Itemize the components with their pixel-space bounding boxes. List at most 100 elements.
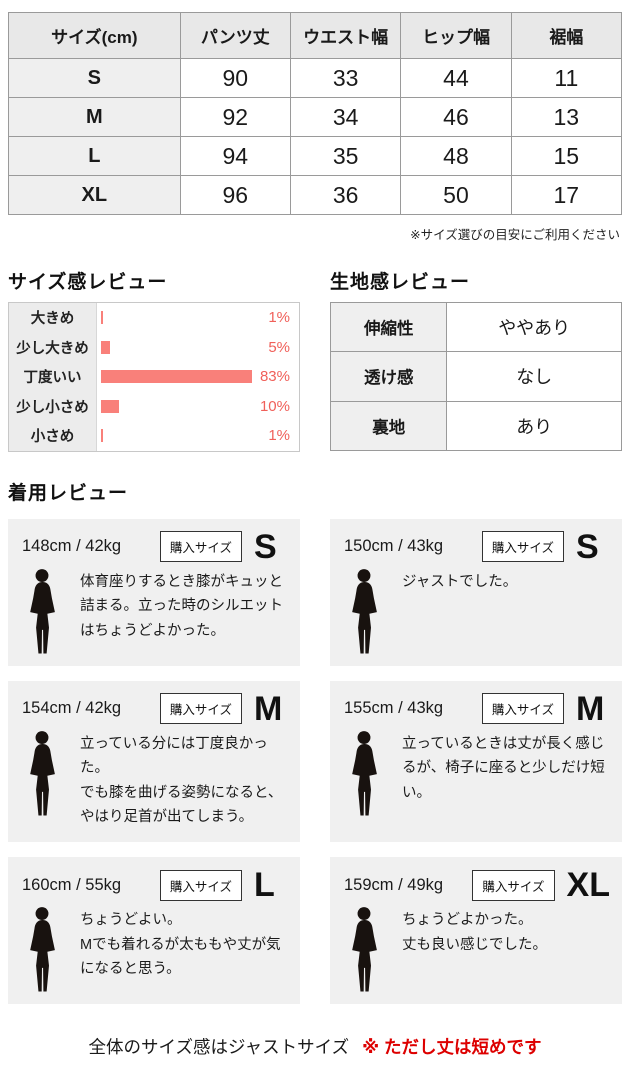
- purchase-size-badge: 購入サイズ: [472, 869, 555, 901]
- table-row: 裏地 あり: [329, 400, 622, 451]
- chart-value-label: 1%: [268, 309, 290, 327]
- chart-row: 大きめ 1%: [9, 303, 299, 333]
- table-row: M 92 34 46 13: [8, 97, 623, 137]
- chart-value-label: 5%: [268, 338, 290, 356]
- cell-value: 36: [289, 175, 402, 215]
- review-comment: 立っているときは丈が長く感じるが、椅子に座ると少しだけ短い。: [402, 735, 605, 801]
- chart-category-label: 少し大きめ: [9, 332, 97, 362]
- chart-track: 1%: [97, 421, 299, 451]
- table-row: L 94 35 48 15: [8, 136, 623, 176]
- fabric-feel-table: 伸縮性 ややあり 透け感 なし 裏地 あり: [329, 301, 622, 451]
- wear-review-grid: 148cm / 42kg 購入サイズ S 体育座りするとき膝がキュッと詰まる。立…: [8, 518, 622, 1005]
- table-row: 透け感 なし: [329, 351, 622, 402]
- cell-value: 94: [179, 136, 291, 176]
- purchase-size-badge: 購入サイズ: [159, 531, 242, 562]
- reviewer-profile: 150cm / 43kg: [344, 537, 444, 555]
- size-feel-column: サイズ感レビュー 大きめ 1% 少し大きめ 5%: [8, 263, 300, 452]
- reviewer-profile: 148cm / 42kg: [22, 537, 122, 555]
- cell-value: 17: [510, 175, 623, 215]
- purchased-size: XL: [566, 866, 610, 905]
- review-card: 148cm / 42kg 購入サイズ S 体育座りするとき膝がキュッと詰まる。立…: [8, 518, 300, 666]
- reviewer-profile: 155cm / 43kg: [344, 699, 444, 717]
- chart-bar: [101, 370, 253, 384]
- chart-track: 83%: [97, 362, 299, 392]
- cell-value: 13: [510, 97, 623, 137]
- chart-category-label: 小さめ: [9, 421, 97, 451]
- fabric-row-value: あり: [446, 400, 622, 451]
- table-row: XL 96 36 50 17: [8, 175, 623, 215]
- cell-value: 44: [400, 58, 512, 98]
- fabric-feel-column: 生地感レビュー 伸縮性 ややあり 透け感 なし 裏地 あり: [329, 263, 622, 451]
- reviewer-profile: 154cm / 42kg: [22, 699, 122, 717]
- fabric-row-value: ややあり: [446, 301, 622, 353]
- chart-value-label: 10%: [259, 397, 290, 415]
- cell-value: 34: [289, 97, 402, 137]
- fit-warning-text: ※ ただし丈は短めです: [362, 1037, 542, 1058]
- chart-bar: [101, 311, 103, 325]
- col-header-hip: ヒップ幅: [400, 12, 512, 59]
- overall-fit-summary: 全体のサイズ感はジャストサイズ ※ ただし丈は短めです: [8, 1034, 622, 1059]
- review-card-body: 体育座りするとき膝がキュッと詰まる。立った時のシルエットはちょうどよかった。: [22, 568, 288, 654]
- cell-value: 15: [510, 136, 623, 176]
- size-label-m: M: [8, 97, 181, 137]
- chart-track: 5%: [97, 333, 299, 363]
- size-spec-table: サイズ(cm) パンツ丈 ウエスト幅 ヒップ幅 裾幅 S 90 33 44 11…: [8, 12, 623, 215]
- purchased-size: S: [254, 527, 277, 566]
- chart-category-label: 丁度いい: [9, 362, 97, 392]
- col-header-pants-length: パンツ丈: [179, 12, 291, 59]
- review-card: 150cm / 43kg 購入サイズ S ジャストでした。: [330, 518, 622, 666]
- cell-value: 90: [179, 58, 291, 98]
- person-silhouette-icon: [24, 730, 60, 816]
- person-silhouette-icon: [346, 730, 382, 816]
- chart-row: 少し小さめ 10%: [9, 391, 299, 421]
- purchased-size: S: [576, 527, 599, 566]
- size-feel-bar-chart: 大きめ 1% 少し大きめ 5% 丁度いい: [8, 302, 300, 452]
- cell-value: 33: [289, 58, 402, 98]
- review-summary-section: サイズ感レビュー 大きめ 1% 少し大きめ 5%: [8, 263, 622, 452]
- chart-category-label: 少し小さめ: [9, 391, 97, 421]
- reviewer-profile: 159cm / 49kg: [344, 875, 444, 894]
- review-card-body: 立っている分には丁度良かった。 でも膝を曲げる姿勢になると、やはり足首が出てしま…: [22, 730, 288, 831]
- chart-bar: [101, 429, 103, 443]
- chart-row: 小さめ 1%: [9, 421, 299, 451]
- review-card-body: 立っているときは丈が長く感じるが、椅子に座ると少しだけ短い。: [344, 730, 610, 816]
- fabric-row-label: 裏地: [329, 400, 448, 451]
- review-card-body: ジャストでした。: [344, 568, 610, 654]
- fit-summary-text: 全体のサイズ感はジャストサイズ: [88, 1037, 350, 1058]
- fabric-row-label: 透け感: [329, 351, 448, 402]
- purchased-size: M: [576, 689, 605, 728]
- size-label-l: L: [8, 136, 181, 176]
- table-row: S 90 33 44 11: [8, 58, 623, 98]
- cell-value: 35: [289, 136, 402, 176]
- purchased-size: L: [254, 866, 275, 905]
- table-row: 伸縮性 ややあり: [329, 301, 622, 353]
- fabric-feel-title: 生地感レビュー: [330, 272, 471, 293]
- chart-track: 1%: [97, 303, 299, 333]
- review-card-header: 154cm / 42kg 購入サイズ M: [22, 692, 288, 726]
- cell-value: 11: [510, 58, 623, 98]
- review-comment: ジャストでした。: [402, 573, 518, 590]
- size-label-s: S: [8, 58, 181, 98]
- purchase-size-badge: 購入サイズ: [159, 869, 242, 901]
- review-card: 154cm / 42kg 購入サイズ M 立っている分には丁度良かった。 でも膝…: [8, 680, 300, 843]
- review-card: 159cm / 49kg 購入サイズ XL ちょうどよかった。 丈も良い感じでし…: [330, 857, 622, 1005]
- col-header-size: サイズ(cm): [8, 12, 181, 59]
- person-silhouette-icon: [346, 568, 382, 654]
- chart-bar: [101, 399, 120, 413]
- person-silhouette-icon: [346, 906, 382, 992]
- review-card-header: 155cm / 43kg 購入サイズ M: [344, 692, 610, 726]
- fabric-row-value: なし: [446, 351, 622, 402]
- review-card-body: ちょうどよかった。 丈も良い感じでした。: [344, 906, 610, 992]
- review-card-body: ちょうどよい。 Mでも着れるが太ももや丈が気になると思う。: [22, 906, 288, 992]
- col-header-hem: 裾幅: [510, 12, 623, 59]
- cell-value: 48: [400, 136, 512, 176]
- review-card: 155cm / 43kg 購入サイズ M 立っているときは丈が長く感じるが、椅子…: [330, 680, 622, 843]
- cell-value: 96: [179, 175, 291, 215]
- review-comment: 体育座りするとき膝がキュッと詰まる。立った時のシルエットはちょうどよかった。: [80, 573, 283, 639]
- review-card-header: 159cm / 49kg 購入サイズ XL: [344, 868, 610, 902]
- cell-value: 50: [400, 175, 512, 215]
- chart-category-label: 大きめ: [9, 303, 97, 333]
- size-feel-title: サイズ感レビュー: [8, 272, 168, 293]
- purchase-size-badge: 購入サイズ: [481, 531, 564, 562]
- size-table-header-row: サイズ(cm) パンツ丈 ウエスト幅 ヒップ幅 裾幅: [8, 12, 623, 59]
